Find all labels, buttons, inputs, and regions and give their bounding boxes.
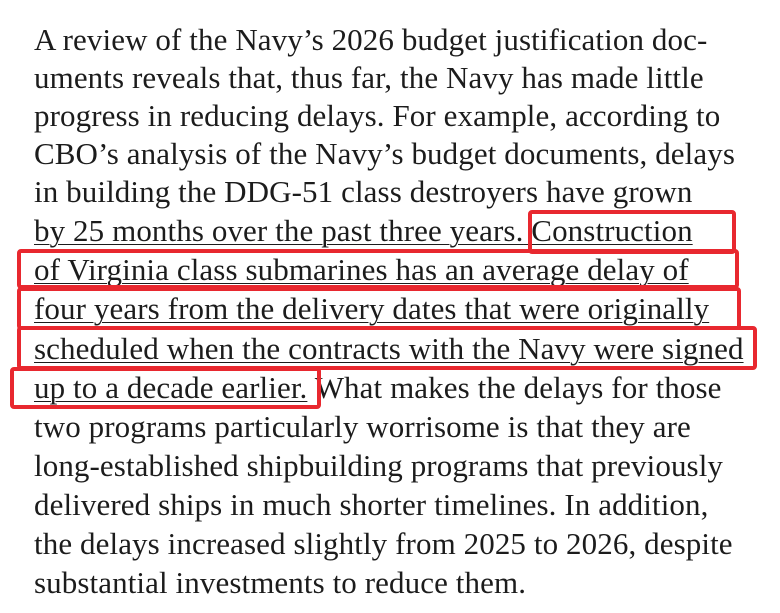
paragraph-line: delivered ships in much shorter timeline… (34, 487, 709, 522)
paragraph-line: the delays increased slightly from 2025 … (34, 526, 733, 561)
paragraph-line: CBO’s analysis of the Navy’s budget docu… (34, 136, 735, 171)
paragraph-line: two programs particularly worrisome is t… (34, 409, 691, 444)
line-text-plain: What makes the delays for those (307, 370, 722, 405)
highlighted-text: scheduled when the contracts with the Na… (34, 331, 744, 366)
paragraph-line: A review of the Navy’s 2026 budget justi… (34, 22, 708, 57)
paragraph-line: progress in reducing delays. For example… (34, 98, 721, 133)
paragraph-line: substantial investments to reduce them. (34, 565, 527, 600)
highlighted-text: Construction (523, 213, 693, 248)
paragraph-line: long-established shipbuilding programs t… (34, 448, 724, 483)
line-text-plain: by 25 months over the past three years. (34, 213, 524, 248)
highlighted-text: four years from the delivery dates that … (34, 291, 710, 326)
paragraph-line: four years from the delivery dates that … (34, 290, 709, 328)
paragraph-line: by 25 months over the past three years. … (34, 212, 693, 250)
paragraph-line: of Virginia class submarines has an aver… (34, 251, 689, 289)
paragraph-line: in building the DDG-51 class destroyers … (34, 174, 693, 209)
paragraph-line: up to a decade earlier. What makes the d… (34, 369, 722, 407)
paragraph-line: uments reveals that, thus far, the Navy … (34, 60, 704, 95)
highlighted-text: up to a decade earlier. (34, 370, 308, 405)
paragraph-line: scheduled when the contracts with the Na… (34, 330, 744, 368)
highlighted-text: of Virginia class submarines has an aver… (34, 252, 689, 287)
